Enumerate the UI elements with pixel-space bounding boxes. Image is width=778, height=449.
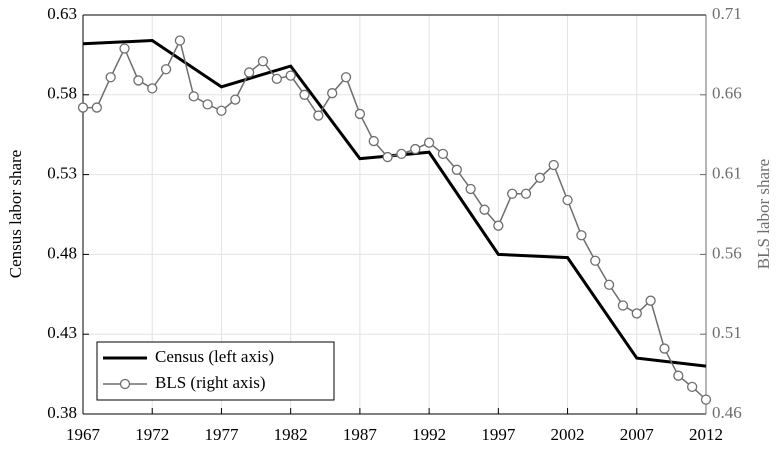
point	[119, 43, 130, 54]
point	[493, 220, 504, 231]
y-tick-label: 0.58	[47, 84, 77, 103]
point	[687, 381, 698, 393]
point	[202, 99, 213, 110]
point	[216, 105, 227, 116]
point	[410, 143, 421, 155]
point	[313, 110, 324, 121]
legend-label: Census (left axis)	[155, 347, 274, 366]
point	[562, 194, 573, 206]
x-tick-label: 1992	[412, 425, 446, 444]
point	[327, 88, 338, 99]
y2-tick-label: 0.66	[712, 84, 742, 103]
y-tick-label: 0.53	[47, 164, 77, 183]
point	[396, 148, 407, 160]
point	[299, 89, 310, 100]
legend-marker	[119, 378, 131, 390]
x-tick-label: 1987	[343, 425, 378, 444]
point	[465, 183, 476, 195]
point	[548, 159, 559, 171]
y-axis-label: Census labor share	[6, 150, 25, 278]
y-tick-label: 0.48	[47, 243, 77, 262]
y2-tick-label: 0.46	[712, 403, 742, 422]
y2-tick-label: 0.61	[712, 164, 742, 183]
point	[160, 64, 172, 75]
legend-box	[96, 341, 335, 401]
y2-tick-label: 0.71	[712, 4, 742, 23]
point	[354, 108, 366, 120]
point	[91, 102, 102, 113]
point	[507, 188, 518, 199]
x-tick-label: 1997	[481, 425, 516, 444]
point	[230, 94, 241, 105]
x-tick-label: 1972	[135, 425, 169, 444]
point	[576, 230, 587, 241]
point	[243, 67, 255, 78]
legend-label: BLS (right axis)	[155, 373, 266, 392]
series-line	[82, 39, 707, 368]
point	[340, 72, 352, 83]
point	[188, 91, 199, 102]
point	[700, 394, 712, 405]
y-tick-label: 0.43	[47, 323, 77, 342]
point	[423, 137, 435, 148]
x-tick-label: 2002	[551, 425, 585, 444]
point	[382, 151, 393, 163]
point	[534, 172, 546, 183]
point	[479, 204, 490, 215]
series-line	[83, 38, 707, 401]
x-tick-label: 1967	[66, 425, 101, 444]
point	[631, 308, 642, 319]
y2-axis-label: BLS labor share	[754, 159, 773, 269]
point	[617, 300, 629, 311]
point	[174, 35, 186, 46]
x-tick-label: 1977	[204, 425, 239, 444]
point	[133, 75, 144, 86]
point	[147, 83, 158, 94]
point	[520, 188, 532, 199]
x-tick-label: 2012	[689, 425, 723, 444]
point	[257, 56, 269, 67]
point	[659, 343, 670, 354]
x-tick-label: 2007	[620, 425, 655, 444]
point	[603, 279, 615, 290]
point	[673, 370, 684, 381]
point	[77, 102, 89, 113]
point	[105, 72, 116, 83]
y2-tick-label: 0.56	[712, 243, 742, 262]
point	[590, 255, 601, 266]
point	[645, 295, 656, 306]
y2-tick-label: 0.51	[712, 323, 742, 342]
y-tick-label: 0.63	[47, 4, 77, 23]
y-tick-label: 0.38	[47, 403, 77, 422]
point	[451, 164, 462, 175]
point	[271, 73, 282, 84]
x-tick-label: 1982	[274, 425, 308, 444]
point	[437, 148, 449, 160]
point	[285, 70, 296, 81]
point	[368, 135, 379, 147]
